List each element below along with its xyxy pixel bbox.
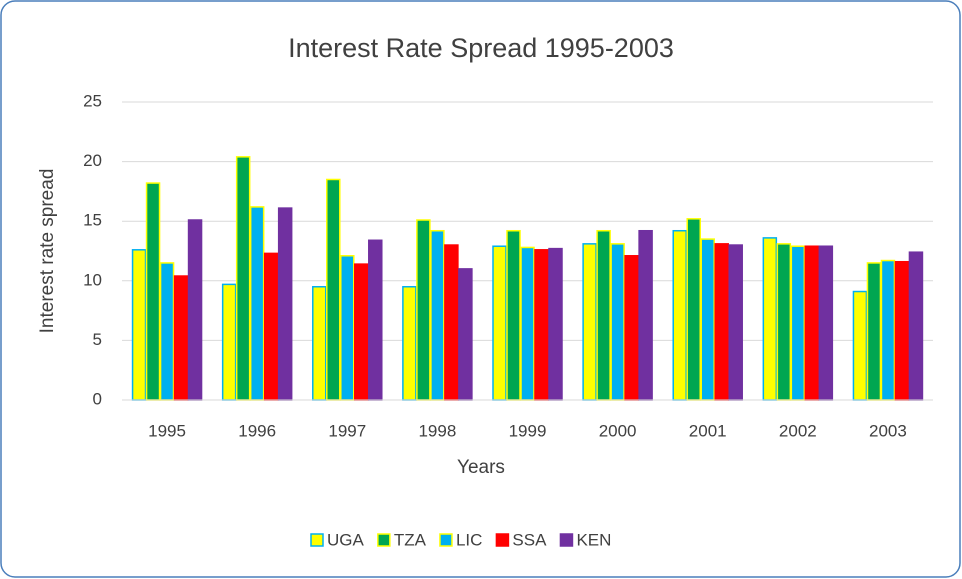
bar xyxy=(762,237,778,401)
bar xyxy=(354,263,369,401)
bar xyxy=(444,244,459,401)
bar xyxy=(458,268,473,401)
x-tick-label: 2003 xyxy=(869,421,907,440)
bar xyxy=(548,247,563,401)
legend-label: UGA xyxy=(327,530,365,549)
legend-swatch xyxy=(439,533,453,547)
y-tick-label: 10 xyxy=(83,270,102,289)
bar xyxy=(880,259,896,401)
x-tick-label: 2002 xyxy=(779,421,817,440)
legend-swatch xyxy=(559,533,574,547)
bar xyxy=(728,244,743,401)
legend-label: TZA xyxy=(394,530,427,549)
bar xyxy=(402,286,417,401)
x-tick-label: 1997 xyxy=(328,421,366,440)
bar xyxy=(416,219,431,401)
bar xyxy=(852,290,868,401)
y-tick-label: 25 xyxy=(83,91,102,110)
legend-swatch xyxy=(377,533,391,547)
bar xyxy=(866,262,882,401)
bar xyxy=(776,243,792,401)
bar xyxy=(131,249,147,401)
bar xyxy=(368,239,383,401)
chart-title: Interest Rate Spread 1995-2003 xyxy=(288,33,674,63)
bar xyxy=(159,262,175,401)
bar xyxy=(790,245,806,401)
bar xyxy=(908,251,924,401)
bar xyxy=(430,229,445,401)
bar xyxy=(173,275,189,401)
legend-swatch xyxy=(310,533,324,547)
bar xyxy=(610,243,625,401)
y-axis-label: Interest rate spread xyxy=(37,169,58,334)
legend-label: KEN xyxy=(576,530,611,549)
bar xyxy=(714,243,729,401)
x-tick-label: 2000 xyxy=(599,421,637,440)
bar xyxy=(686,218,701,401)
bar xyxy=(638,229,653,401)
bar xyxy=(534,249,549,401)
bar xyxy=(506,229,521,401)
y-tick-label: 0 xyxy=(93,389,102,408)
y-tick-label: 15 xyxy=(83,211,102,230)
bar xyxy=(804,245,820,401)
legend-label: LIC xyxy=(456,530,482,549)
bar xyxy=(263,252,279,401)
x-tick-label: 1995 xyxy=(148,421,186,440)
bar xyxy=(492,245,507,401)
bar xyxy=(235,156,251,401)
bar xyxy=(672,229,687,401)
legend-swatch xyxy=(495,533,510,547)
y-tick-label: 5 xyxy=(93,330,102,349)
bar xyxy=(894,260,910,401)
bar xyxy=(221,283,237,401)
bar xyxy=(326,178,341,401)
bar xyxy=(624,255,639,401)
bar xyxy=(277,207,293,401)
bar xyxy=(187,219,203,401)
x-tick-label: 1998 xyxy=(418,421,456,440)
x-axis-label: Years xyxy=(457,457,505,478)
legend-label: SSA xyxy=(512,530,547,549)
bar xyxy=(340,255,355,401)
bar xyxy=(145,182,161,401)
bar xyxy=(582,243,597,401)
bar xyxy=(700,238,715,401)
bar xyxy=(818,245,834,401)
x-tick-label: 1999 xyxy=(509,421,547,440)
x-tick-label: 2001 xyxy=(689,421,727,440)
y-tick-label: 20 xyxy=(83,151,102,170)
bar xyxy=(520,246,535,401)
bar xyxy=(249,206,265,401)
bar xyxy=(312,286,327,401)
bar xyxy=(596,229,611,401)
x-tick-label: 1996 xyxy=(238,421,276,440)
